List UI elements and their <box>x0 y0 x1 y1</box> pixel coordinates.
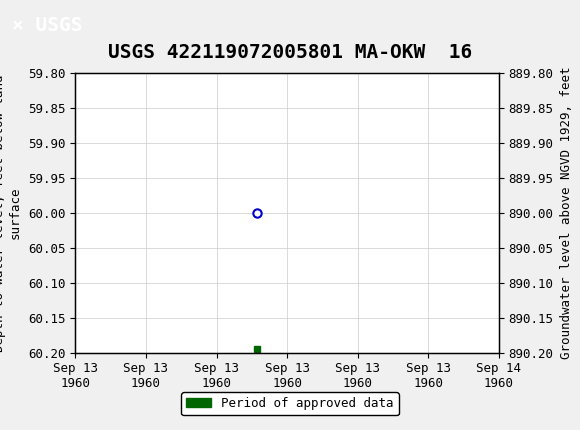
Text: USGS 422119072005801 MA-OKW  16: USGS 422119072005801 MA-OKW 16 <box>108 43 472 62</box>
Text: ⨯ USGS: ⨯ USGS <box>12 16 82 35</box>
Y-axis label: Depth to water level, feet below land
surface: Depth to water level, feet below land su… <box>0 74 21 352</box>
Legend: Period of approved data: Period of approved data <box>181 392 399 415</box>
Y-axis label: Groundwater level above NGVD 1929, feet: Groundwater level above NGVD 1929, feet <box>560 67 574 359</box>
